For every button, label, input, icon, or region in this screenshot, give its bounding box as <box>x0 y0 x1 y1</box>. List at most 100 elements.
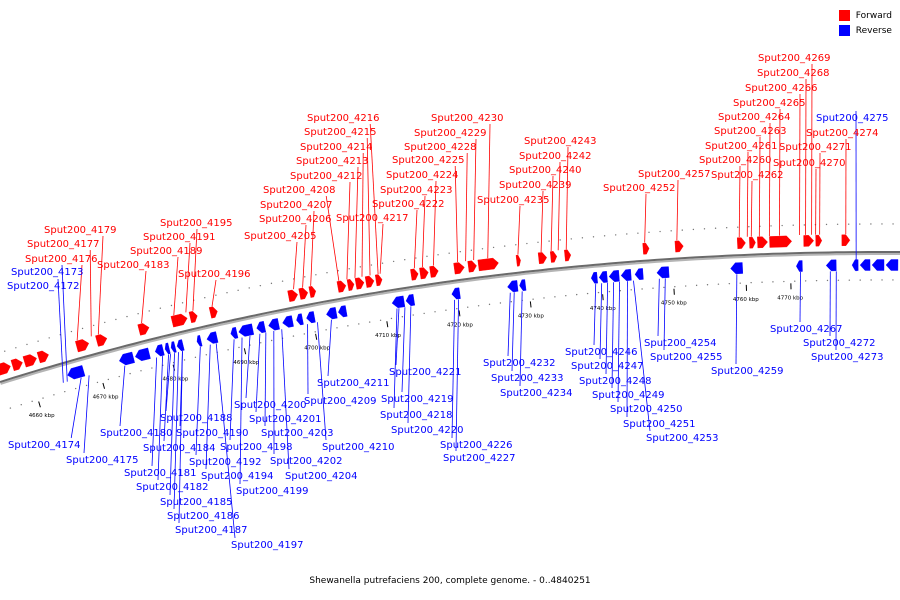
reverse-gene-arrow <box>177 340 184 351</box>
guide-dot <box>783 281 784 282</box>
gene-label: Sput200_4232 <box>483 358 556 369</box>
reverse-gene-arrow <box>508 280 519 292</box>
gene-label: Sput200_4235 <box>477 195 550 206</box>
guide-dot <box>648 232 649 233</box>
guide-dot <box>437 254 438 255</box>
gene-label: Sput200_4223 <box>380 185 453 196</box>
gene-leader-line <box>520 291 522 386</box>
gene-leader-line <box>466 153 468 261</box>
gene-label: Sput200_4195 <box>160 218 233 229</box>
reverse-gene-arrow <box>852 260 858 271</box>
gene-leader-line <box>751 181 752 237</box>
guide-dot <box>382 263 383 264</box>
guide-dot <box>426 256 427 257</box>
guide-dot <box>715 228 716 229</box>
gene-label: Sput200_4250 <box>610 404 683 415</box>
guide-dot <box>293 335 294 336</box>
reverse-gene-arrow <box>406 294 415 306</box>
reverse-gene-arrow <box>283 316 294 328</box>
guide-dot <box>565 295 566 296</box>
guide-dot <box>493 247 494 248</box>
gene-leader-line <box>98 236 103 335</box>
gene-leader-line <box>84 375 89 453</box>
guide-dot <box>526 243 527 244</box>
gene-label: Sput200_4272 <box>803 338 876 349</box>
forward-swatch <box>839 10 850 21</box>
gene-label: Sput200_4190 <box>176 428 249 439</box>
guide-dot <box>471 250 472 251</box>
gene-label: Sput200_4247 <box>571 361 644 372</box>
gene-leader-line <box>612 282 614 388</box>
reverse-gene-arrow <box>860 260 870 271</box>
guide-dot <box>641 288 642 289</box>
gene-leader-line <box>347 182 350 279</box>
guide-dot <box>325 329 326 330</box>
guide-dot <box>804 224 805 225</box>
gene-label: Sput200_4253 <box>646 433 719 444</box>
guide-dot <box>571 238 572 239</box>
guide-dot <box>104 322 105 323</box>
guide-dot <box>489 304 490 305</box>
gene-label: Sput200_4192 <box>189 457 262 468</box>
gene-label: Sput200_4275 <box>816 113 889 124</box>
gene-label: Sput200_4207 <box>260 200 333 211</box>
forward-gene-arrow <box>675 241 683 252</box>
backbone-shadow <box>1 254 900 384</box>
guide-dot <box>423 313 424 314</box>
guide-dot <box>445 310 446 311</box>
gene-label: Sput200_4264 <box>718 112 791 123</box>
gene-label: Sput200_4194 <box>201 471 274 482</box>
gene-label: Sput200_4229 <box>414 128 487 139</box>
reverse-gene-arrow <box>257 321 266 333</box>
guide-dot <box>718 283 719 284</box>
gene-label: Sput200_4201 <box>249 414 322 425</box>
reverse-gene-arrow <box>599 271 607 282</box>
guide-dot <box>137 313 138 314</box>
gene-leader-line <box>380 224 383 274</box>
gene-label: Sput200_4185 <box>160 497 233 508</box>
figure-caption: Shewanella putrefaciens 200, complete ge… <box>0 576 900 586</box>
gene-label: Sput200_4213 <box>296 156 369 167</box>
reverse-gene-arrow <box>197 335 202 346</box>
gene-label: Sput200_4196 <box>178 269 251 280</box>
backbone-line <box>0 252 900 382</box>
gene-label: Sput200_4274 <box>806 128 879 139</box>
gene-label: Sput200_4210 <box>322 442 395 453</box>
reverse-gene-arrow <box>119 352 134 365</box>
gene-label: Sput200_4242 <box>519 151 592 162</box>
gene-label: Sput200_4212 <box>290 171 363 182</box>
guide-dot <box>696 285 697 286</box>
gene-label: Sput200_4183 <box>97 260 170 271</box>
guide-dot <box>532 298 533 299</box>
guide-dot <box>140 370 141 371</box>
guide-dot <box>598 292 599 293</box>
guide-dot <box>369 321 370 322</box>
guide-dot <box>500 302 501 303</box>
guide-dot <box>415 257 416 258</box>
guide-dot <box>115 319 116 320</box>
forward-gene-arrow <box>804 235 814 246</box>
gene-label: Sput200_4219 <box>381 394 454 405</box>
gene-label: Sput200_4261 <box>705 141 778 152</box>
forward-gene-arrow <box>37 351 49 363</box>
guide-dot <box>448 253 449 254</box>
guide-dot <box>750 282 751 283</box>
guide-dot <box>160 307 161 308</box>
guide-dot <box>404 259 405 260</box>
guide-dot <box>881 279 882 280</box>
gene-label: Sput200_4269 <box>758 53 831 64</box>
forward-gene-arrow <box>550 251 557 262</box>
gene-label: Sput200_4211 <box>317 378 390 389</box>
forward-gene-arrow <box>375 275 382 286</box>
guide-dot <box>663 287 664 288</box>
reverse-swatch <box>839 25 850 36</box>
gene-label: Sput200_4174 <box>8 440 81 451</box>
guide-dot <box>682 229 683 230</box>
guide-dot <box>848 223 849 224</box>
guide-dot <box>478 305 479 306</box>
forward-gene-arrow <box>365 276 374 288</box>
gene-label: Sput200_4182 <box>136 482 209 493</box>
gene-label: Sput200_4198 <box>220 442 293 453</box>
gene-label: Sput200_4273 <box>811 352 884 363</box>
gene-label: Sput200_4251 <box>623 419 696 430</box>
